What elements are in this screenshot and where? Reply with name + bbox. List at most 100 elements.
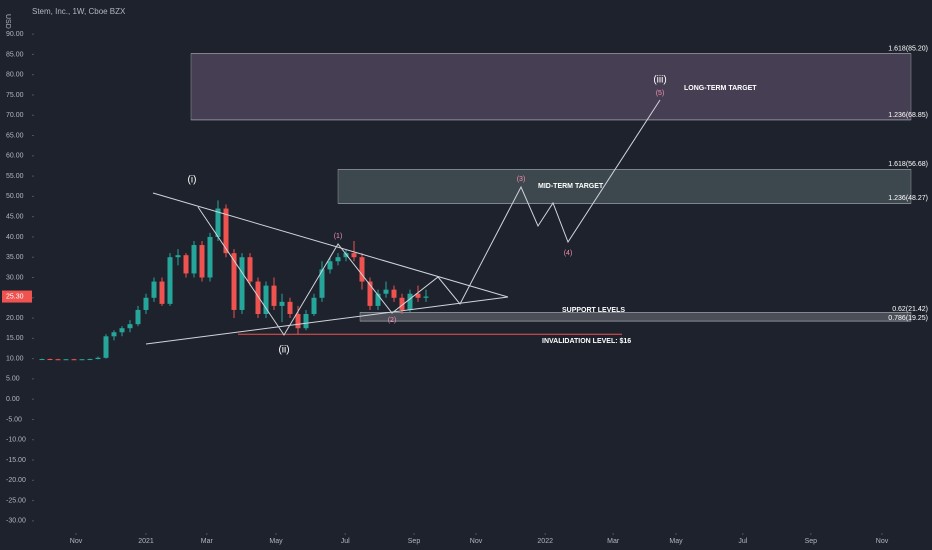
- candle-body: [351, 253, 357, 258]
- y-tick-label: -15.00: [6, 457, 26, 464]
- candle-body: [223, 208, 229, 254]
- y-tick-label: 80.00: [6, 72, 24, 79]
- candle-body: [271, 285, 277, 306]
- y-tick-label: 0.00: [6, 396, 20, 403]
- candle-body: [319, 269, 325, 298]
- last-price-label: 25.30: [6, 293, 24, 300]
- wave-path: [197, 99, 661, 336]
- candles: [39, 200, 429, 361]
- y-tick-label: 70.00: [6, 112, 24, 119]
- y-tick-label: 55.00: [6, 173, 24, 180]
- x-tick-label: 2022: [537, 538, 553, 545]
- candle-body: [127, 324, 133, 329]
- x-tick-label: Jul: [738, 538, 747, 545]
- wave-label: (4): [564, 250, 573, 257]
- wave-label: (ii): [278, 345, 289, 356]
- invalidation-label: INVALIDATION LEVEL: $16: [542, 338, 631, 345]
- candle-body: [47, 359, 53, 361]
- candle-body: [295, 314, 301, 329]
- y-tick-label: -10.00: [6, 437, 26, 444]
- y-tick-label: -5.00: [6, 416, 22, 423]
- y-tick-label: -25.00: [6, 497, 26, 504]
- triangle-lower: [145, 296, 509, 345]
- candle-body: [207, 236, 213, 278]
- candle-body: [287, 301, 293, 315]
- x-tick-label: Mar: [201, 538, 214, 545]
- y-tick-label: 40.00: [6, 234, 24, 241]
- y-tick-label: 85.00: [6, 51, 24, 58]
- y-tick-label: 65.00: [6, 132, 24, 139]
- zone-label: SUPPORT LEVELS: [562, 307, 625, 314]
- y-tick-label: 10.00: [6, 355, 24, 362]
- candle-body: [39, 359, 45, 361]
- triangle-upper: [152, 192, 509, 298]
- candle-body: [391, 289, 397, 298]
- zones: 1.618(85.20) 1.236(68.85) LONG-TERM TARGET…: [190, 45, 928, 345]
- zone: [337, 169, 912, 204]
- candle-body: [335, 257, 341, 262]
- wave-label: (iii): [653, 75, 666, 86]
- level-label: 0.62(21.42): [892, 306, 928, 313]
- x-tick-label: Mar: [607, 538, 620, 545]
- candle-body: [407, 293, 413, 310]
- candle-body: [183, 255, 189, 274]
- candle-body: [247, 257, 253, 282]
- x-tick-label: Sep: [408, 538, 421, 545]
- candle-body: [167, 257, 173, 304]
- candle-body: [239, 257, 245, 310]
- candle-body: [303, 314, 309, 329]
- x-tick-label: 2021: [138, 538, 154, 545]
- x-tick-label: Jul: [341, 538, 350, 545]
- x-tick-label: Nov: [876, 538, 889, 545]
- candle-body: [327, 261, 333, 270]
- candle-body: [175, 255, 181, 258]
- level-label: 1.618(56.68): [888, 161, 928, 168]
- y-tick-label: 75.00: [6, 92, 24, 99]
- candle-body: [103, 336, 109, 358]
- zone-label: LONG-TERM TARGET: [684, 85, 757, 92]
- y-tick-label: 50.00: [6, 193, 24, 200]
- candle-body: [415, 293, 421, 298]
- wave-label: (i): [188, 175, 197, 186]
- candle-body: [383, 289, 389, 294]
- x-tick-label: Sep: [805, 538, 818, 545]
- level-label: 1.236(68.85): [888, 112, 928, 119]
- level-label: 0.786(19.25): [888, 315, 928, 322]
- wave-label: (5): [656, 90, 665, 97]
- candle-body: [359, 257, 365, 282]
- level-label: 1.236(48.27): [888, 195, 928, 202]
- y-tick-label: 60.00: [6, 153, 24, 160]
- candle-body: [79, 359, 85, 361]
- candle-body: [87, 359, 93, 361]
- candle-body: [119, 328, 125, 333]
- last-price-tag: [2, 290, 32, 303]
- y-tick-label: 20.00: [6, 315, 24, 322]
- x-tick-label: May: [669, 538, 683, 545]
- candle-body: [63, 359, 69, 361]
- candle-body: [135, 309, 141, 325]
- candle-body: [215, 208, 221, 237]
- y-tick-label: 45.00: [6, 214, 24, 221]
- candle-body: [231, 253, 237, 310]
- drawings: [145, 99, 661, 345]
- x-tick-label: Nov: [70, 538, 83, 545]
- candle-body: [95, 357, 101, 360]
- candle-body: [375, 293, 381, 306]
- y-tick-label: 90.00: [6, 31, 24, 38]
- candle-body: [111, 332, 117, 337]
- zone: [190, 53, 912, 121]
- x-tick-label: Nov: [470, 538, 483, 545]
- candle-body: [311, 297, 317, 315]
- zone: [359, 312, 912, 322]
- zone-label: MID-TERM TARGET: [538, 183, 604, 190]
- y-tick-label: -30.00: [6, 518, 26, 525]
- candle-body: [399, 297, 405, 310]
- y-tick-label: 30.00: [6, 274, 24, 281]
- wave-label: (3): [517, 176, 526, 183]
- y-tick-label: 5.00: [6, 376, 20, 383]
- candle-body: [423, 296, 429, 298]
- x-tick-label: May: [269, 538, 283, 545]
- candle-body: [151, 281, 157, 298]
